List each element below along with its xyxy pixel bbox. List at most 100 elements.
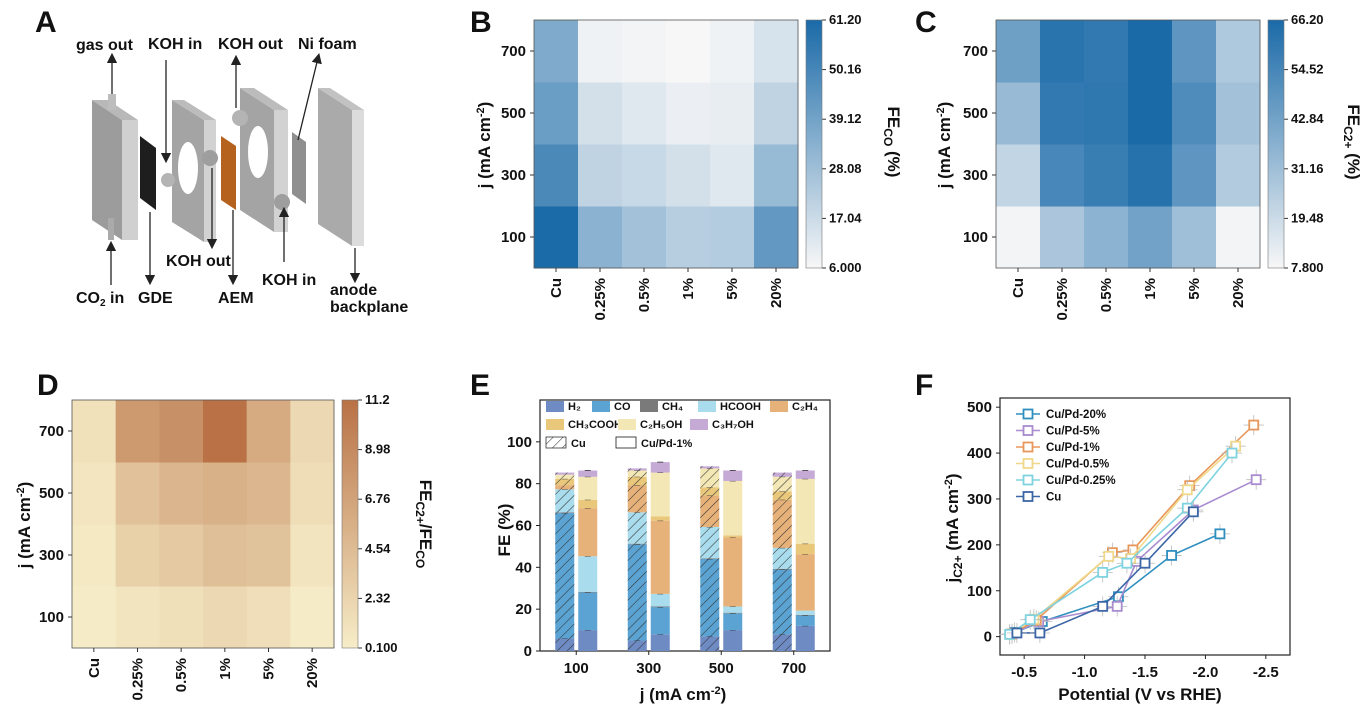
colorbar-c	[1267, 19, 1285, 269]
bar-hatch	[555, 474, 575, 479]
heatmap-cell	[534, 82, 579, 145]
label-koh-out-bottom: KOH out	[166, 253, 232, 270]
port-ball-1	[161, 173, 175, 187]
bar-hatch	[555, 489, 575, 513]
colorbar-tick-label: 6.000	[829, 260, 862, 275]
data-point	[1097, 600, 1109, 612]
heatmap-c-ylabel: j (mA cm-2)	[935, 102, 954, 190]
colorbar-tick-label: 61.20	[829, 12, 862, 27]
heatmap-cell	[622, 20, 667, 83]
colorbar-tick-label: 6.76	[365, 491, 390, 506]
plate-2-window	[178, 142, 198, 194]
label-ni-foam: Ni foam	[298, 36, 357, 53]
label-anode: anode	[330, 282, 377, 299]
legend-swatch-plain	[615, 436, 637, 449]
colorbar-tick-label: 54.52	[1291, 62, 1324, 77]
colorbar-tick-label: 50.16	[829, 62, 862, 77]
ni-foam-arrow	[297, 52, 322, 141]
bar-hatch	[627, 476, 647, 486]
heatmap-frame	[71, 399, 335, 649]
heatmap-cell	[1128, 144, 1173, 207]
data-point	[1166, 550, 1177, 561]
bar-segment	[795, 610, 815, 615]
colorbar-tick-label: 39.12	[829, 111, 862, 126]
chart-e-xlabel: j (mA cm-2)	[639, 685, 727, 704]
bar-hatch	[627, 544, 647, 641]
flow-plate-3-top	[240, 88, 288, 110]
bar-segment	[723, 612, 743, 614]
x-tick-label: 20%	[304, 658, 321, 688]
y-tick-label: 300	[39, 547, 64, 564]
heatmap-cell	[754, 20, 799, 83]
y-tick-label: 500	[963, 105, 988, 122]
data-point	[1181, 484, 1193, 496]
heatmap-cell	[996, 82, 1041, 145]
bar-hatch	[627, 470, 647, 477]
anode-backplane-side	[352, 110, 364, 246]
y-tick-label: 80	[515, 476, 532, 493]
heatmap-cell	[115, 462, 160, 525]
bar-hatch	[772, 634, 792, 651]
heatmap-cell	[1216, 20, 1261, 83]
colorbar-tick-label: 17.04	[829, 210, 862, 225]
chart-f-ylabel: jC2+ (mA cm-2)	[943, 474, 965, 584]
heatmap-cell	[710, 82, 755, 145]
port-ball-2	[202, 150, 218, 166]
x-tick-label: 700	[781, 660, 806, 677]
x-tick-label: -2.0	[1192, 664, 1218, 681]
bar-segment	[578, 630, 598, 651]
anode-backplane	[318, 88, 352, 246]
y-tick-label: 100	[967, 583, 992, 600]
bar-segment	[578, 470, 598, 477]
heatmap-cell	[159, 586, 204, 649]
bar-segment	[650, 606, 670, 608]
x-tick-label: 0.25%	[130, 658, 147, 701]
bar-segment	[578, 508, 598, 557]
y-tick-label: 400	[967, 445, 992, 462]
ni-foam-layer	[292, 132, 306, 204]
legend-label: CH₃COOH	[568, 419, 622, 431]
y-tick-label: 60	[515, 518, 532, 535]
heatmap-cell	[203, 586, 248, 649]
legend-label: C₂H₄	[792, 401, 818, 413]
heatmap-cell	[159, 524, 204, 587]
panel-letter-c: C	[915, 6, 937, 39]
heatmap-cell	[1040, 82, 1085, 145]
bar-hatch	[555, 472, 575, 475]
data-point	[1226, 447, 1238, 459]
panel-letter-f: F	[915, 369, 933, 402]
bar-hatch	[700, 466, 720, 469]
panel-letter-d: D	[37, 369, 59, 402]
heatmap-cell	[622, 82, 667, 145]
x-tick-label: 1%	[1142, 278, 1159, 300]
label-aem: AEM	[218, 290, 254, 307]
bar-segment	[795, 478, 815, 544]
heatmap-cell	[754, 82, 799, 145]
bar-hatch	[627, 512, 647, 544]
legend-swatch	[618, 419, 636, 430]
bar-hatch	[700, 636, 720, 651]
y-tick-label: 300	[963, 167, 988, 184]
bar-segment	[723, 613, 743, 631]
legend-swatch	[640, 401, 658, 412]
data-point	[1187, 506, 1199, 518]
bar-hatch	[772, 547, 792, 569]
heatmap-cell	[203, 524, 248, 587]
colorbar-b-label: FECO (%)	[881, 107, 903, 178]
x-tick-label: -1.5	[1132, 664, 1158, 681]
x-tick-label: 0.5%	[636, 278, 653, 312]
heatmap-cell	[1216, 144, 1261, 207]
bar-hatch	[700, 526, 720, 559]
label-koh-in-top: KOH in	[148, 36, 202, 53]
colorbar-tick-label: 42.84	[1291, 111, 1324, 126]
data-point	[1097, 566, 1109, 578]
heatmap-cell	[1040, 144, 1085, 207]
x-tick-label: 5%	[724, 278, 741, 300]
bar-hatch	[555, 478, 575, 486]
bar-segment	[650, 634, 670, 651]
x-tick-label: 0.25%	[1054, 278, 1071, 321]
heatmap-cell	[996, 20, 1041, 83]
heatmap-cell	[115, 586, 160, 649]
heatmap-cell	[534, 206, 579, 269]
